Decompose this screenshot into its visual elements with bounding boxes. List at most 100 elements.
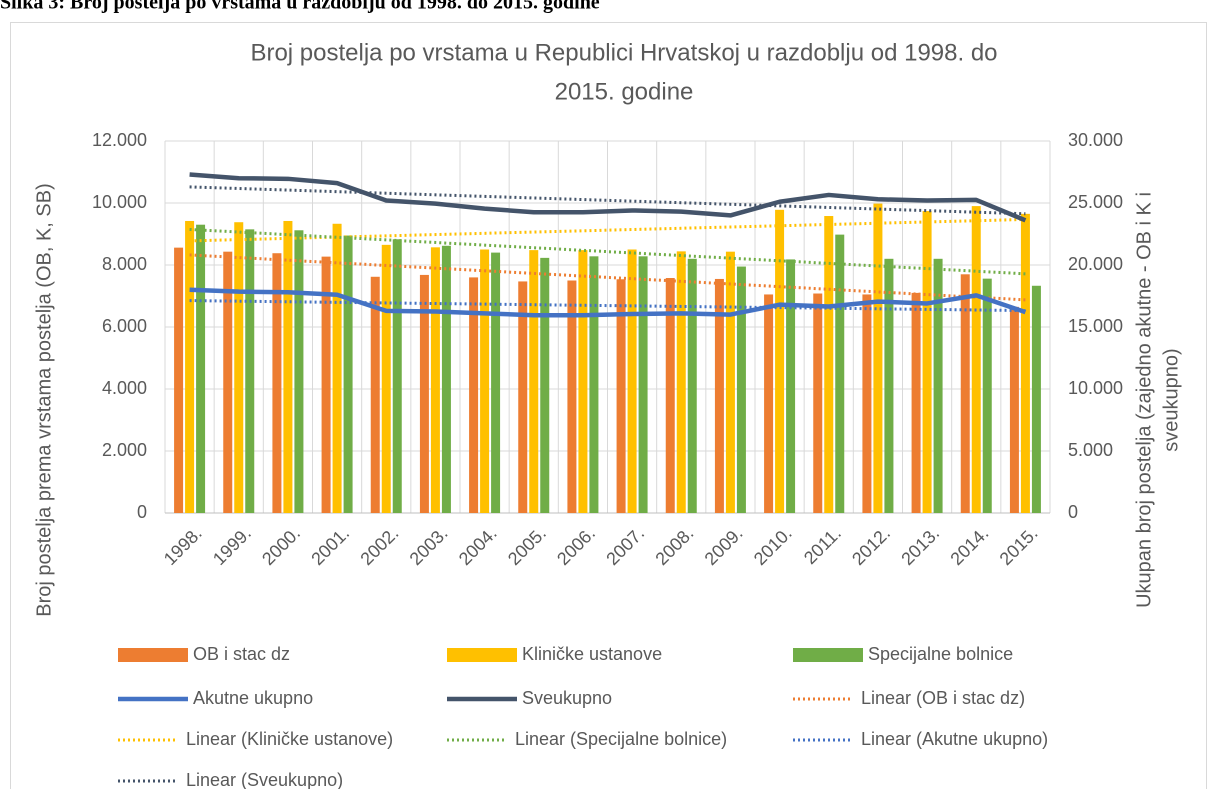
trendline: [189, 185, 1026, 216]
y-tick-label: 8.000: [102, 254, 147, 274]
x-tick-label: 2007.: [602, 523, 648, 569]
bar: [469, 277, 479, 513]
x-tick-label: 2011.: [800, 523, 845, 568]
y2-tick-label: 15.000: [1068, 316, 1123, 336]
bar: [245, 229, 255, 513]
x-tick-label: 2012.: [848, 523, 894, 569]
bar: [884, 258, 894, 513]
bar: [982, 278, 992, 513]
legend-swatch: [793, 648, 863, 662]
x-tick-label: 2009.: [701, 523, 747, 569]
x-tick-label: 2015.: [996, 523, 1042, 569]
y2-tick-label: 30.000: [1068, 130, 1123, 150]
bar: [665, 278, 675, 513]
bar: [676, 251, 686, 514]
chart-frame: [10, 22, 1207, 789]
x-tick-label: 2010.: [750, 523, 796, 569]
bar: [430, 247, 440, 513]
bar: [223, 251, 233, 514]
legend-label: Kliničke ustanove: [522, 644, 662, 664]
legend-swatch: [118, 648, 188, 662]
bar: [381, 244, 391, 513]
bar: [491, 252, 501, 513]
x-tick-label: 2013.: [897, 523, 943, 569]
y2-tick-label: 10.000: [1068, 378, 1123, 398]
bar: [419, 274, 429, 513]
bar: [786, 259, 796, 513]
y2-axis-title: Ukupan broj postelja (zajedno akutne - O…: [1133, 192, 1155, 608]
bar: [1009, 306, 1019, 513]
bar: [813, 293, 823, 513]
legend-label: Akutne ukupno: [193, 688, 313, 708]
bar: [824, 216, 834, 513]
bar: [196, 224, 206, 513]
x-tick-label: 1999.: [209, 523, 255, 569]
legend-label: Linear (OB i stac dz): [861, 688, 1025, 708]
bar: [272, 253, 282, 513]
bar: [234, 222, 244, 513]
x-tick-label: 2002.: [356, 523, 402, 569]
bar: [321, 256, 331, 513]
y2-tick-label: 25.000: [1068, 192, 1123, 212]
legend-label: Linear (Kliničke ustanove): [186, 729, 393, 749]
legend-label: Linear (Sveukupno): [186, 770, 343, 789]
chart-title: Broj postelja po vrstama u Republici Hrv…: [250, 39, 997, 66]
bar: [332, 223, 342, 513]
line: [189, 172, 1027, 223]
bar: [578, 250, 588, 513]
bar: [933, 258, 943, 513]
bar: [873, 203, 883, 513]
bar: [922, 211, 932, 513]
x-tick-label: 2005.: [504, 523, 550, 569]
bar: [441, 245, 451, 513]
bar: [480, 249, 490, 513]
legend-label: Sveukupno: [522, 688, 612, 708]
trendline: [189, 217, 1026, 243]
y2-tick-label: 5.000: [1068, 440, 1113, 460]
bar: [627, 249, 637, 513]
bar: [174, 247, 184, 513]
bar: [725, 251, 735, 514]
chart-title: 2015. godine: [555, 78, 694, 105]
line: [189, 287, 1027, 318]
bar: [1031, 285, 1041, 513]
x-tick-label: 2014.: [946, 523, 992, 569]
y-tick-label: 12.000: [92, 130, 147, 150]
bar: [714, 278, 724, 513]
bar: [392, 239, 402, 513]
x-tick-label: 2001.: [307, 523, 353, 569]
bar: [764, 294, 774, 513]
bar: [283, 220, 293, 514]
x-tick-label: 2004.: [455, 523, 501, 569]
bar: [862, 294, 872, 513]
y-tick-label: 4.000: [102, 378, 147, 398]
y2-axis-title: sveukupno): [1160, 348, 1182, 451]
legend-label: Linear (Akutne ukupno): [861, 729, 1048, 749]
legend-label: OB i stac dz: [193, 644, 290, 664]
bar: [567, 280, 577, 513]
bar: [529, 250, 539, 513]
x-tick-label: 1998.: [160, 523, 206, 569]
y-tick-label: 0: [137, 502, 147, 522]
bar: [835, 234, 845, 513]
bar: [775, 209, 785, 513]
bar: [971, 206, 981, 513]
bar: [687, 258, 697, 513]
legend-label: Linear (Specijalne bolnice): [515, 729, 727, 749]
caption: Slika 3: Broj postelja po vrstama u razd…: [0, 0, 600, 14]
y-tick-label: 10.000: [92, 192, 147, 212]
x-tick-label: 2008.: [651, 523, 697, 569]
bar: [616, 279, 626, 513]
bar: [370, 276, 380, 513]
bar: [294, 230, 304, 513]
bar: [589, 256, 599, 513]
bar: [343, 235, 353, 514]
bar: [540, 257, 550, 513]
bar: [638, 256, 648, 513]
bar: [736, 266, 746, 513]
y-tick-label: 2.000: [102, 440, 147, 460]
trendline: [189, 299, 1026, 313]
y-tick-label: 6.000: [102, 316, 147, 336]
legend-label: Specijalne bolnice: [868, 644, 1013, 664]
